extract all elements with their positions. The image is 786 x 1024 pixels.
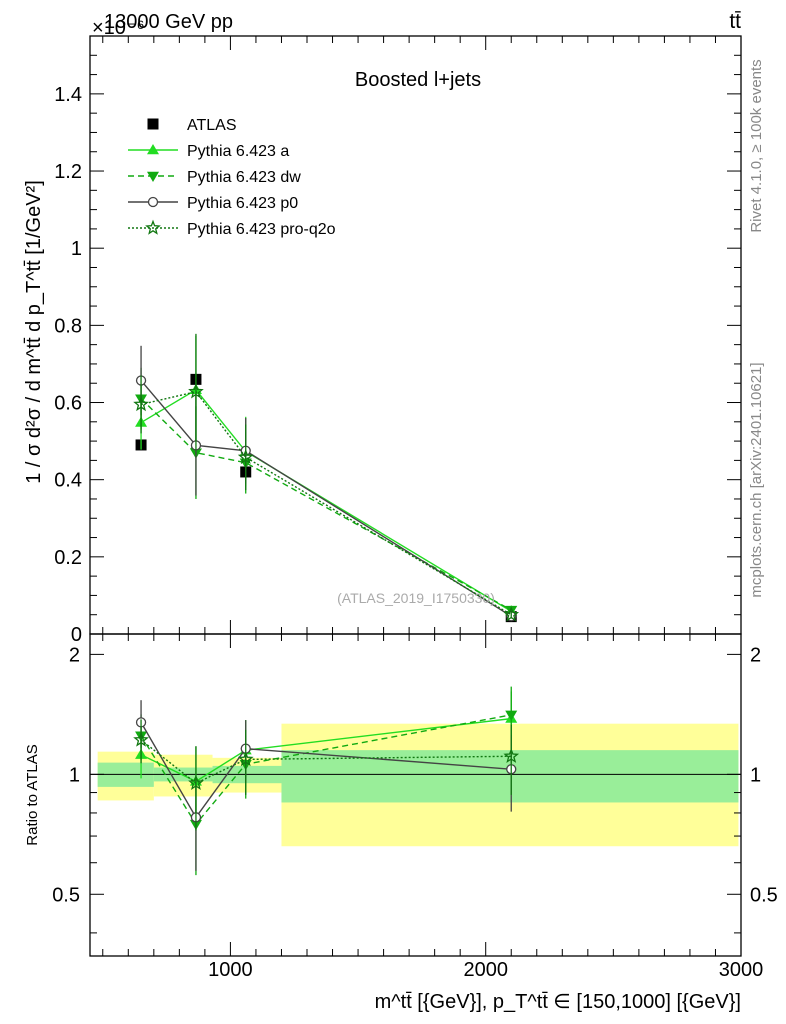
series-pythia-6-423-pro-q2o (133, 333, 520, 622)
y-tick-label: 0.2 (54, 547, 82, 569)
series-line (140, 380, 512, 617)
legend-label: Pythia 6.423 a (187, 143, 289, 160)
beam-energy-label: 13000 GeV pp (104, 11, 233, 33)
legend-marker (147, 171, 159, 182)
series-line (140, 390, 512, 616)
ratio-pythia-6-423-pro-q2o (133, 719, 520, 831)
data-point (188, 383, 204, 399)
ratio-point (505, 710, 518, 721)
series-line (140, 388, 512, 612)
ratio-tick-label: 2 (69, 644, 80, 666)
ratio-series-layer (133, 686, 520, 876)
legend-label: Pythia 6.423 p0 (187, 195, 298, 212)
ratio-tick-label-right: 0.5 (750, 884, 778, 906)
ratio-point (133, 731, 149, 747)
legend-label: Pythia 6.423 dw (187, 169, 301, 186)
ratio-point (237, 751, 254, 767)
ratio-y-axis-label: Ratio to ATLAS (24, 744, 41, 845)
mcplots-label: mcplots.cern.ch [arXiv:2401.10621] (748, 362, 765, 597)
y-tick-label: 0 (71, 624, 82, 646)
ratio-line (140, 739, 512, 785)
axis-tick-labels: 1000 2000 3000 0 0.2 0.4 0.6 0.8 1 1.2 1.4 0.5 0.5 1 1… (52, 84, 778, 981)
x-tick-label: 1000 (208, 959, 253, 981)
legend-marker (147, 144, 159, 155)
series-line (140, 398, 512, 611)
y-tick-label: 0.4 (54, 470, 82, 492)
plot-title: Boosted l+jets (355, 69, 481, 91)
ratio-plot-frame (89, 633, 742, 957)
legend-label: Pythia 6.423 pro-q2o (187, 221, 336, 238)
legend-marker (147, 118, 159, 130)
legend-marker (147, 196, 159, 208)
y-tick-label: 0.6 (54, 393, 82, 415)
data-point (133, 396, 149, 412)
legend-entry-pythia-6-423-pro-q2o: Pythia 6.423 pro-q2o (128, 219, 336, 238)
y-tick-label: 1.2 (54, 161, 82, 183)
y-tick-label: 1 (71, 238, 82, 260)
legend: ATLAS Pythia 6.423 a Pythia 6.423 dw Pythia… (128, 117, 336, 238)
axis-ticks (90, 36, 742, 956)
x-tick-label: 3000 (719, 959, 764, 981)
rivet-version-label: Rivet 4.1.0, ≥ 100k events (748, 59, 765, 232)
ratio-point (188, 774, 204, 790)
legend-entry-pythia-6-423-p0: Pythia 6.423 p0 (128, 195, 298, 212)
ratio-line (140, 714, 512, 826)
data-point (237, 449, 254, 465)
legend-marker (145, 219, 161, 235)
ratio-tick-label-right: 2 (750, 644, 761, 666)
y-tick-label: 0.8 (54, 315, 82, 337)
ratio-point (503, 748, 520, 763)
series-layer (133, 333, 520, 623)
legend-label: ATLAS (187, 117, 237, 134)
y-tick-label: 1.4 (54, 84, 82, 106)
legend-entry-pythia-6-423-a: Pythia 6.423 a (128, 143, 289, 160)
process-label: tt̄ (729, 10, 741, 33)
ratio-line (140, 722, 512, 819)
series-pythia-6-423-dw (135, 367, 518, 617)
series-atlas (135, 373, 517, 623)
data-point (503, 606, 520, 622)
legend-entry-atlas: ATLAS (147, 117, 237, 134)
ratio-tick-label: 1 (69, 764, 80, 786)
x-axis-label: m^tt̄ [{GeV}], p_T^tt̄ ∈ [150,1000] [{Ge… (375, 991, 741, 1013)
ratio-tick-label-right: 1 (750, 764, 761, 786)
x-tick-label: 2000 (463, 959, 508, 981)
y-axis-label: 1 / σ d²σ / d m^tt̄ d p_T^tt̄ [1/GeV²] (23, 180, 45, 484)
analysis-watermark: (ATLAS_2019_I1750330) (337, 590, 495, 606)
ratio-tick-label: 0.5 (52, 884, 80, 906)
exponent-label: ×10⁻⁶ (92, 17, 145, 39)
ratio-line (140, 717, 512, 783)
ratio-band-inner-3 (281, 750, 739, 803)
legend-entry-pythia-6-423-dw: Pythia 6.423 dw (128, 169, 301, 186)
